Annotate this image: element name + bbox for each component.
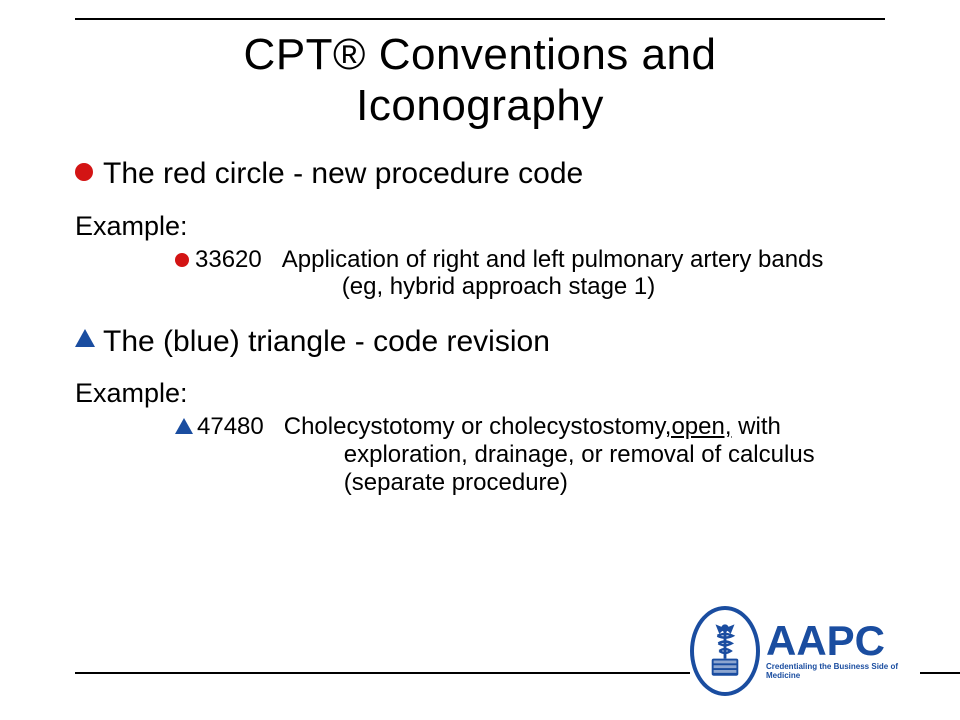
title-line-1: CPT® Conventions and bbox=[244, 30, 717, 79]
caduceus-book-icon bbox=[706, 621, 744, 681]
aapc-logo: AAPC Credentialing the Business Side of … bbox=[690, 596, 920, 706]
section-2-code-row: 47480 Cholecystotomy or cholecystostomy,… bbox=[175, 413, 885, 496]
slide-title: CPT® Conventions and Iconography bbox=[75, 30, 885, 131]
code-description-2: Cholecystotomy or cholecystostomy,open, … bbox=[284, 413, 815, 496]
logo-tagline: Credentialing the Business Side of Medic… bbox=[766, 662, 920, 680]
section-1-code-row: 33620 Application of right and left pulm… bbox=[175, 246, 885, 301]
blue-triangle-icon bbox=[75, 329, 95, 347]
code-number-1: 33620 bbox=[195, 246, 262, 274]
logo-acronym: AAPC bbox=[766, 622, 920, 660]
blue-triangle-icon bbox=[175, 418, 193, 434]
section-1-heading-row: The red circle - new procedure code bbox=[75, 155, 885, 193]
code-number-2: 47480 bbox=[197, 413, 264, 441]
code-description-1: Application of right and left pulmonary … bbox=[282, 246, 824, 301]
section-2-heading-row: The (blue) triangle - code revision bbox=[75, 323, 885, 361]
section-2-example-label: Example: bbox=[75, 378, 885, 409]
section-1-heading: The red circle - new procedure code bbox=[103, 155, 583, 193]
section-1-example-label: Example: bbox=[75, 211, 885, 242]
red-circle-icon bbox=[175, 253, 189, 267]
logo-emblem bbox=[690, 606, 760, 696]
title-line-2: Iconography bbox=[356, 81, 604, 130]
section-2-heading: The (blue) triangle - code revision bbox=[103, 323, 550, 361]
top-horizontal-rule bbox=[75, 18, 885, 20]
red-circle-icon bbox=[75, 163, 93, 181]
logo-text-block: AAPC Credentialing the Business Side of … bbox=[766, 622, 920, 680]
slide-content: CPT® Conventions and Iconography The red… bbox=[75, 30, 885, 496]
